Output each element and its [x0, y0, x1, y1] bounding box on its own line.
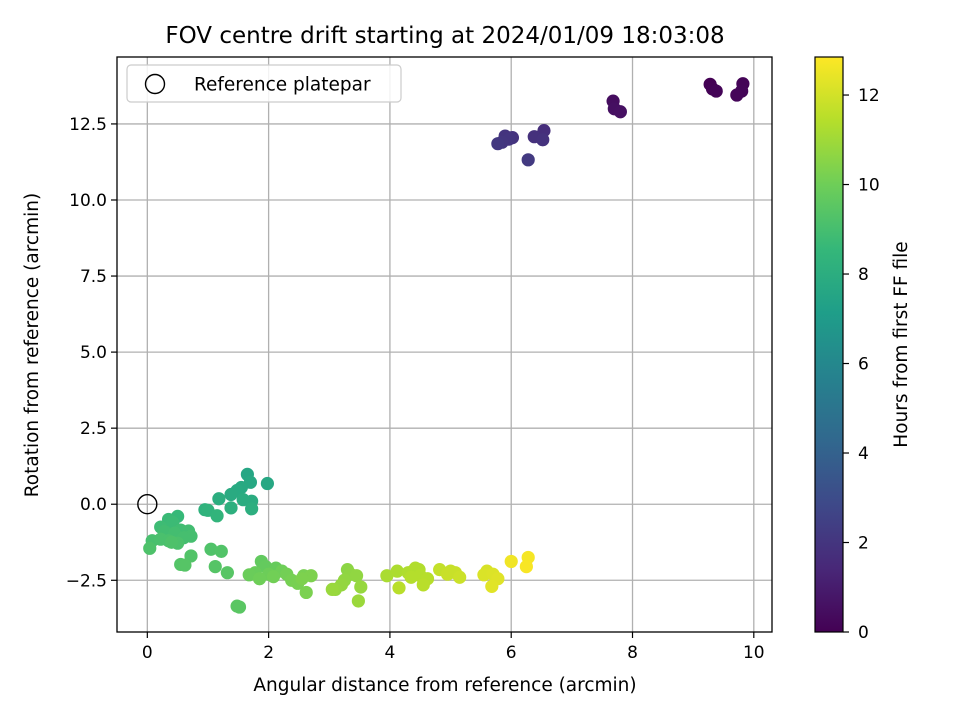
data-point: [164, 535, 179, 549]
plot-frame: [116, 56, 773, 633]
data-point: [325, 582, 339, 597]
data-point: [204, 542, 218, 556]
data-point: [536, 133, 550, 147]
y-tick-label: 0.0: [80, 495, 107, 515]
data-point: [349, 569, 364, 583]
colorbar-label: Hours from first FF file: [891, 241, 912, 447]
data-point: [730, 88, 744, 102]
data-point: [245, 502, 259, 516]
legend-marker-icon: [144, 73, 166, 95]
legend-box: [126, 64, 402, 103]
data-point: [709, 84, 723, 98]
data-point: [299, 585, 313, 600]
chart-title: FOV centre drift starting at 2024/01/09 …: [165, 23, 724, 49]
data-point: [390, 564, 404, 578]
data-point: [416, 578, 430, 592]
x-tick-label: 6: [506, 643, 517, 663]
data-point: [404, 570, 418, 584]
y-tick-label: 7.5: [80, 267, 107, 287]
x-tick-label: 2: [263, 643, 274, 663]
y-tick-label: 5.0: [80, 343, 107, 363]
x-tick-label: 8: [627, 643, 638, 663]
data-point: [351, 594, 365, 608]
x-tick-label: 4: [385, 643, 396, 663]
data-point: [224, 501, 238, 515]
data-point: [260, 476, 275, 491]
x-tick-label: 0: [142, 643, 153, 663]
data-point: [266, 570, 281, 584]
grid: [117, 57, 772, 632]
legend-entry-reference: Reference platepar: [194, 75, 371, 96]
colorbar-tick-label: 6: [858, 355, 869, 375]
data-point: [491, 137, 505, 151]
data-point: [210, 509, 224, 523]
y-tick-label: 10.0: [69, 191, 107, 211]
x-tick-label: 10: [743, 643, 765, 663]
data-point: [613, 105, 627, 119]
data-point: [224, 487, 238, 502]
colorbar-tick-label: 10: [858, 176, 880, 196]
data-point: [252, 572, 267, 586]
reference-marker: [137, 494, 158, 515]
data-point: [208, 559, 222, 574]
colorbar-tick-label: 0: [858, 623, 869, 643]
data-point: [232, 600, 247, 614]
colorbar-frame: [814, 56, 844, 633]
y-axis-label: Rotation from reference (arcmin): [22, 193, 43, 497]
data-points: [137, 77, 750, 614]
colorbar: 0 2 4 6 8 10 12 Hours from first FF file: [814, 56, 912, 643]
data-point: [453, 570, 467, 584]
data-point: [220, 566, 234, 580]
data-point: [212, 492, 226, 506]
legend: Reference platepar: [126, 64, 402, 103]
data-point: [519, 559, 533, 574]
data-point: [380, 569, 394, 583]
colorbar-ticks: 0 2 4 6 8 10 12: [843, 86, 880, 643]
colorbar-tick-label: 12: [858, 86, 880, 106]
data-point: [143, 541, 157, 555]
y-tick-label: −2.5: [66, 571, 107, 591]
y-tick-label: 12.5: [69, 115, 107, 135]
data-point: [392, 581, 406, 595]
data-point: [236, 493, 250, 507]
data-point: [521, 153, 535, 167]
data-point: [178, 558, 192, 572]
data-point: [295, 572, 309, 586]
colorbar-tick-label: 8: [858, 265, 869, 285]
colorbar-gradient: [815, 57, 843, 632]
colorbar-tick-label: 2: [858, 534, 869, 554]
data-point: [485, 579, 499, 593]
colorbar-tick-label: 4: [858, 444, 869, 464]
data-point: [504, 554, 518, 569]
x-axis-label: Angular distance from reference (arcmin): [253, 675, 636, 696]
data-point: [354, 580, 368, 594]
axis-ticks: 0 2 4 6 8 10 −2.5 0.0 2.5 5.0 7.5 10.0 12.5: [66, 115, 765, 663]
data-point: [242, 568, 256, 582]
y-tick-label: 2.5: [80, 419, 107, 439]
data-point: [214, 544, 228, 558]
